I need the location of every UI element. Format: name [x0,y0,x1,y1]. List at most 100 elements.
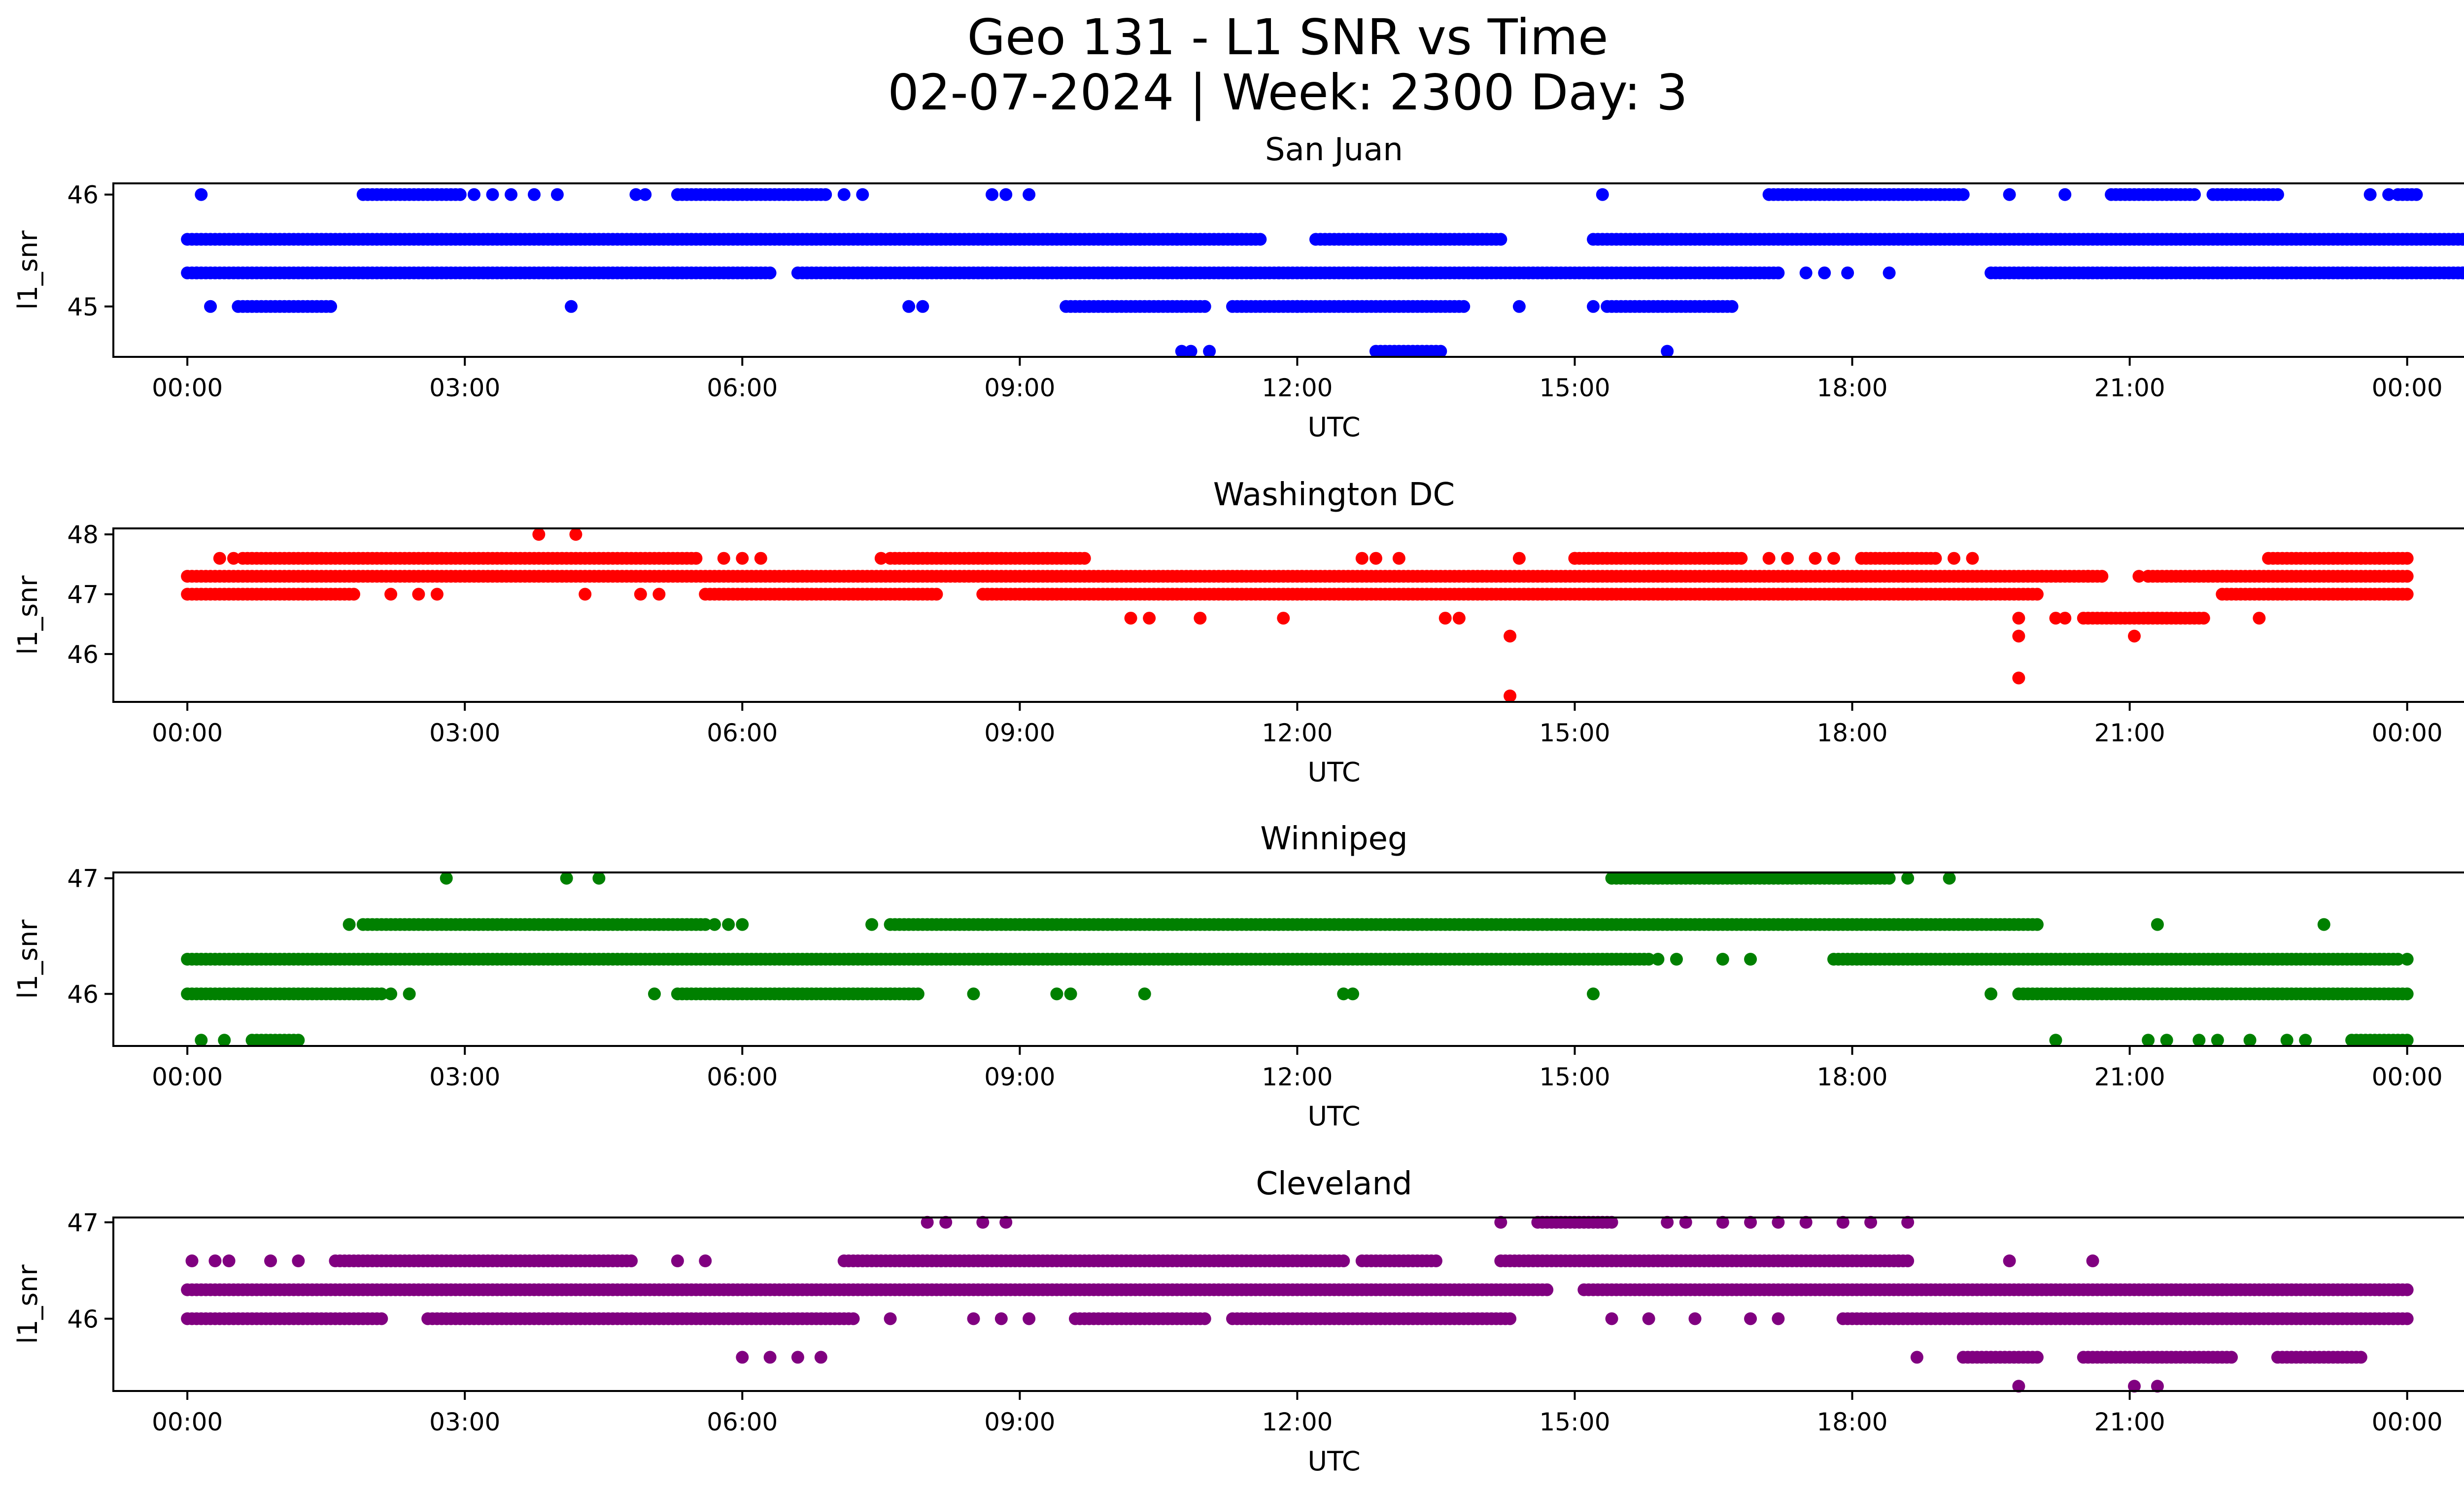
y-tick-label: 45 [67,293,99,321]
data-point [865,918,879,931]
x-tick-label: 15:00 [1539,374,1610,402]
x-tick-label: 06:00 [707,1063,778,1091]
data-point [2290,266,2303,279]
data-point [579,588,592,601]
x-tick-label: 03:00 [429,374,500,402]
data-point [1762,552,1776,565]
data-point [699,1254,712,1267]
data-point [2391,1283,2404,1296]
x-axis: 00:00 03:00 06:00 09:00 12:00 15:00 18:00 21:00… [152,357,2443,402]
data-point [1966,552,1979,565]
x-tick-label: 00:00 [152,1063,223,1091]
data-point [347,588,360,601]
x-tick-label: 21:00 [2094,374,2165,402]
data-point [1023,1312,1036,1325]
data-point [967,1312,980,1325]
x-tick-label: 12:00 [1262,1063,1333,1091]
data-point [1735,552,1748,565]
data-point [1725,300,1739,313]
data-point [884,987,897,1001]
data-point [384,987,398,1001]
data-point [2216,1283,2229,1296]
data-point [2382,188,2396,201]
x-tick-label: 18:00 [1817,719,1888,747]
data-point [292,1034,305,1047]
x-tick-label: 03:00 [429,719,500,747]
data-point [2192,1034,2206,1047]
data-point [1198,300,1211,313]
data-point [292,1254,305,1267]
data-point [902,987,916,1001]
x-tick-label: 15:00 [1539,1408,1610,1436]
data-point [2354,552,2367,565]
data-point [2058,188,2072,201]
data-point [791,1351,804,1364]
data-point [2373,552,2386,565]
data-point [2243,1312,2257,1325]
data-point [1744,953,1757,966]
data-point [2271,188,2284,201]
data-point [2354,1351,2367,1364]
data-point [1587,300,1600,313]
x-tick-label: 09:00 [984,719,1055,747]
data-point [384,588,398,601]
data-point [1355,552,1369,565]
data-point [569,528,582,541]
figure-title-line1: Geo 131 - L1 SNR vs Time [967,8,1608,66]
data-point [1910,1351,1923,1364]
data-point [1642,1312,1655,1325]
data-point [2461,234,2464,245]
data-point [1985,987,1998,1001]
data-point [999,188,1013,201]
data-point [2030,918,2044,931]
data-point [453,188,467,201]
panel-title: Winnipeg [1260,821,1407,857]
data-point [467,188,480,201]
data-point [2400,552,2414,565]
data-point [2410,188,2423,201]
data-point [2253,612,2266,625]
data-point [1512,552,1526,565]
data-point [2095,570,2109,583]
data-point [403,987,416,1001]
data-point [1133,233,1147,246]
data-point [2058,612,2072,625]
data-point [1772,266,1785,279]
data-point [2280,1034,2293,1047]
data-point [1809,552,1822,565]
data-point [1434,345,1447,358]
data-point [1929,552,1942,565]
data-point [639,188,652,201]
data-point [1841,266,1854,279]
data-point [1198,1312,1211,1325]
y-tick-label: 47 [67,581,99,609]
data-point [532,528,546,541]
x-tick-label: 21:00 [2094,1063,2165,1091]
data-point [1124,612,1137,625]
data-point [1605,1312,1618,1325]
data-point [2197,612,2210,625]
data-point [1170,233,1184,246]
x-tick-label: 00:00 [152,374,223,402]
data-point [837,188,851,201]
data-point [190,266,203,279]
data-point [218,1034,231,1047]
x-tick-label: 09:00 [984,374,1055,402]
data-point [1956,188,1970,201]
data-point [1346,987,1360,1001]
x-tick-label: 15:00 [1539,719,1610,747]
data-point [916,300,929,313]
data-point [1309,1312,1322,1325]
x-tick-label: 00:00 [2372,1408,2443,1436]
y-tick-label: 47 [67,1209,99,1237]
data-point [2400,953,2414,966]
data-point [375,1312,388,1325]
data-point [264,1254,277,1267]
y-axis-label: l1_snr [12,230,43,310]
data-point [2012,671,2025,685]
